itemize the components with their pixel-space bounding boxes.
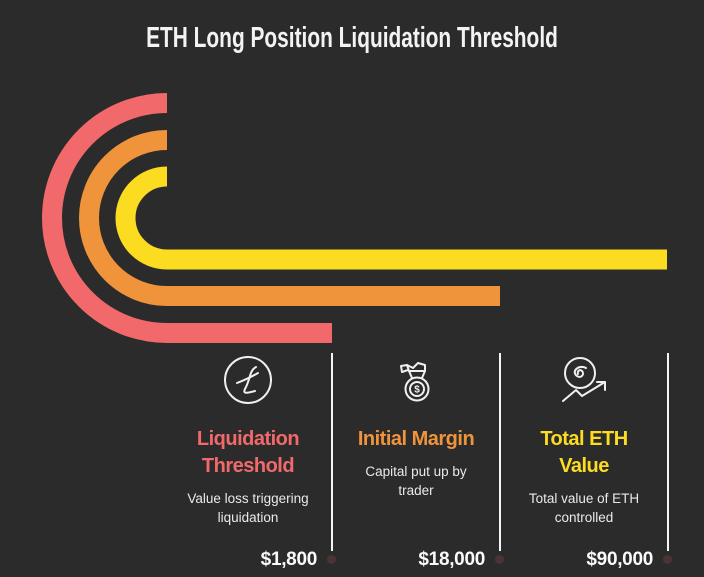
divider-dot-1 [327,555,336,564]
column-initial-margin: $ Initial Margin Capital put up by trade… [332,352,500,577]
column-label: Initial Margin [357,428,475,450]
column-label: Liquidation Threshold [196,428,300,477]
liquidation-threshold-arc [42,93,332,343]
growth-arrow-icon [562,357,606,402]
column-label: Total ETH Value [540,428,628,477]
column-divider-2 [498,353,501,551]
column-total-eth-value: Total ETH Value Total value of ETH contr… [500,352,668,577]
column-value: $90,000 [586,549,653,570]
column-value: $18,000 [418,549,485,570]
divider-dot-2 [495,555,504,564]
page-title: ETH Long Position Liquidation Threshold [146,22,558,54]
column-description: Total value of ETH controlled [528,491,640,525]
column-divider-1 [330,353,333,551]
initial-margin-arc [79,130,500,306]
money-bag-icon: $ [400,362,430,402]
litecoin-symbol-icon [224,356,272,404]
column-liquidation-threshold: Liquidation Threshold Value loss trigger… [164,352,332,577]
column-value: $1,800 [260,549,318,570]
column-description: Capital put up by trader [365,464,467,498]
svg-text:$: $ [414,385,420,396]
divider-dot-3 [663,555,672,564]
column-divider-3 [666,353,669,551]
total-eth-value-arc [115,166,667,270]
column-description: Value loss triggering liquidation [187,491,309,525]
